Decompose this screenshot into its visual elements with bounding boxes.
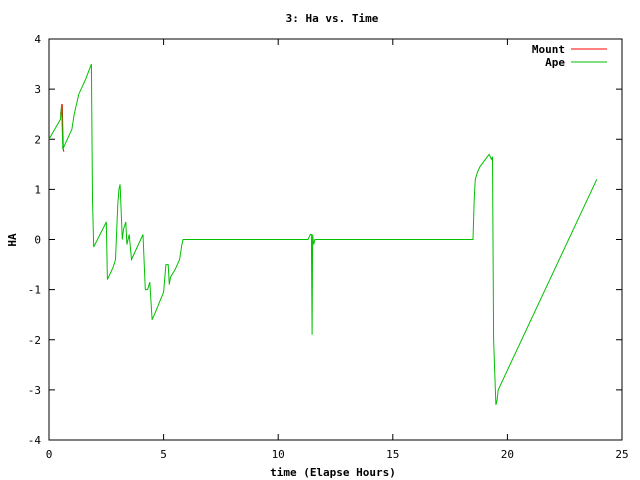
y-tick-label: -1 [28, 284, 41, 297]
x-tick-label: 0 [46, 448, 53, 461]
legend-label-ape: Ape [545, 56, 565, 69]
x-tick-label: 15 [386, 448, 399, 461]
plot-axes: 0 5 10 15 20 25 -4 -3 -2 -1 0 1 2 3 4 [28, 33, 629, 461]
x-tick-label: 25 [615, 448, 628, 461]
series-line-ape [48, 63, 598, 406]
y-tick-label: -3 [28, 384, 41, 397]
y-tick-label: 2 [34, 133, 41, 146]
y-tick-label: 0 [34, 234, 41, 247]
y-tick-label: -2 [28, 334, 41, 347]
y-tick-label: -4 [28, 434, 42, 447]
y-tick-label: 4 [34, 33, 41, 46]
chart-title: 3: Ha vs. Time [286, 12, 379, 25]
x-tick-label: 5 [160, 448, 167, 461]
series-layer [48, 63, 598, 406]
x-axis-label: time (Elapse Hours) [270, 466, 396, 479]
x-tick-label: 10 [272, 448, 285, 461]
y-tick-label: 1 [34, 183, 41, 196]
x-tick-label: 20 [501, 448, 514, 461]
y-axis-label: HA [6, 233, 19, 247]
y-tick-label: 3 [34, 83, 41, 96]
legend-label-mount: Mount [532, 43, 565, 56]
